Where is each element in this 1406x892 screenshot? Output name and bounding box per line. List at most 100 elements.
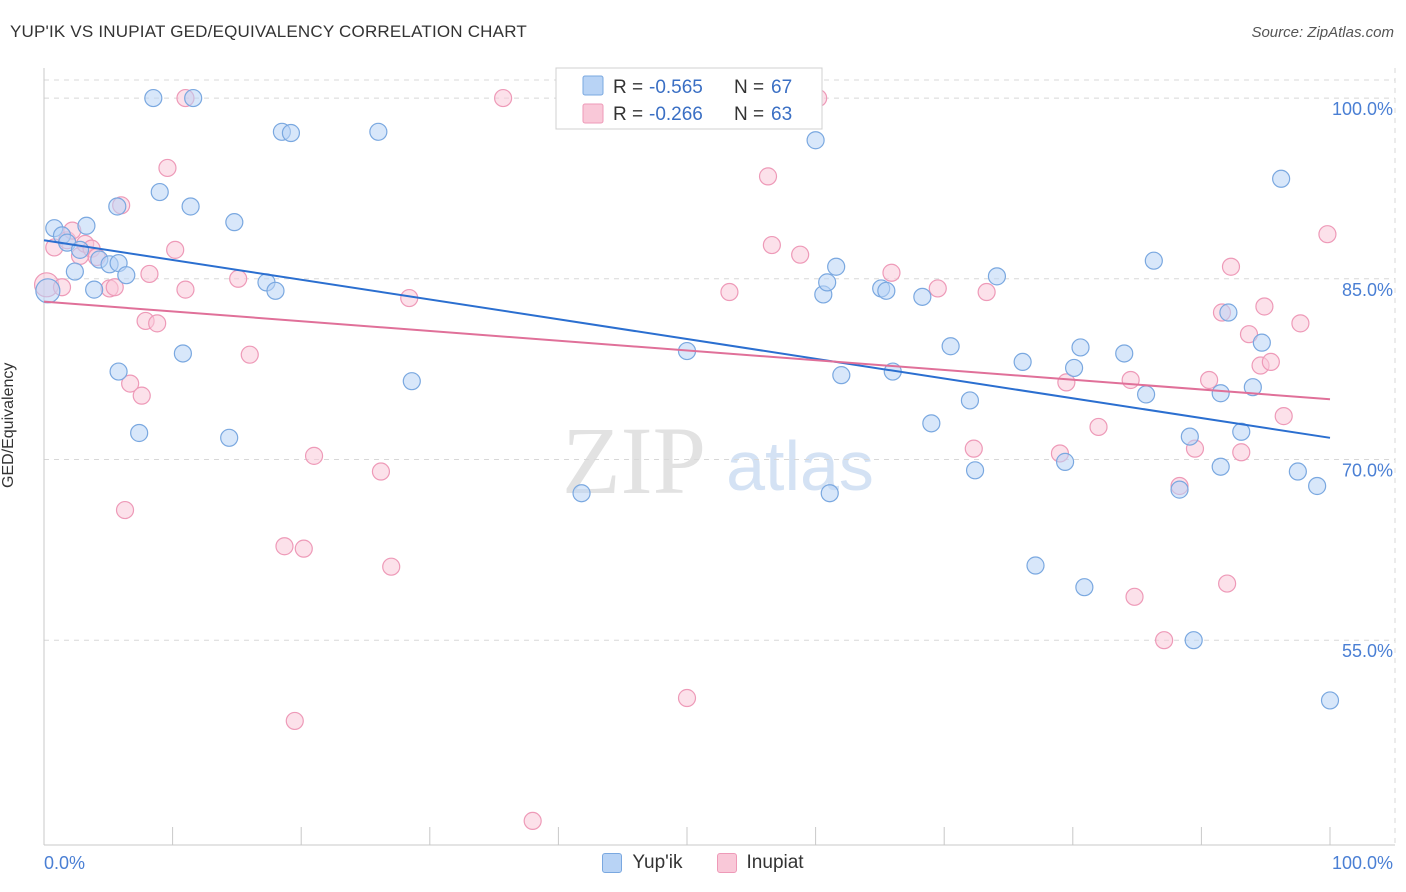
point-yupik-20 <box>225 213 244 232</box>
point-inupiat-60 <box>1291 314 1310 333</box>
point-yupik-25 <box>281 123 301 143</box>
point-yupik-16 <box>150 182 169 202</box>
point-yupik-48 <box>1064 358 1084 378</box>
point-inupiat-25 <box>285 711 304 731</box>
point-yupik-64 <box>1288 462 1307 481</box>
point-inupiat-50 <box>1200 370 1219 390</box>
legend-swatch-yupik-bottom <box>602 853 623 873</box>
legend-n-label-yupik: N = <box>734 77 764 98</box>
point-inupiat-35 <box>762 235 781 255</box>
trend-line-yupik <box>43 239 1331 439</box>
point-yupik-58 <box>1211 384 1230 403</box>
point-yupik-65 <box>1308 476 1327 496</box>
point-yupik-13 <box>117 266 136 285</box>
point-yupik-15 <box>144 88 163 108</box>
x-tick-label-0: 0.0% <box>44 853 85 873</box>
point-yupik-23 <box>266 281 285 300</box>
y-tick-label-0: 55.0% <box>1342 641 1393 661</box>
point-inupiat-32 <box>677 688 697 708</box>
point-inupiat-18 <box>158 158 177 178</box>
point-yupik-19 <box>181 197 200 216</box>
legend-label-yupik: Yup'ik <box>632 852 683 873</box>
legend-n-label-inupiat: N = <box>734 104 764 125</box>
legend-r-label-inupiat: R = <box>613 104 643 125</box>
legend-swatch-inupiat <box>582 103 604 124</box>
point-inupiat-52 <box>1218 574 1237 593</box>
chart-title: YUP'IK VS INUPIAT GED/EQUIVALENCY CORREL… <box>10 22 527 41</box>
point-inupiat-44 <box>1089 417 1108 437</box>
point-yupik-49 <box>1071 338 1090 357</box>
point-inupiat-28 <box>371 462 391 481</box>
point-yupik-54 <box>1170 480 1189 499</box>
point-yupik-44 <box>987 267 1007 286</box>
point-inupiat-62 <box>523 811 542 831</box>
point-inupiat-55 <box>1239 325 1259 344</box>
point-inupiat-31 <box>494 88 513 108</box>
point-yupik-43 <box>965 461 985 480</box>
point-inupiat-61 <box>1318 225 1337 244</box>
point-yupik-66 <box>1320 691 1340 710</box>
point-inupiat-59 <box>1274 407 1293 426</box>
point-yupik-62 <box>1252 333 1271 352</box>
point-inupiat-10 <box>105 278 124 297</box>
point-inupiat-53 <box>1221 257 1241 276</box>
point-yupik-47 <box>1055 452 1075 471</box>
point-yupik-30 <box>820 484 839 503</box>
point-inupiat-36 <box>791 245 810 264</box>
legend-label-inupiat: Inupiat <box>746 852 804 873</box>
point-yupik-17 <box>173 344 192 363</box>
point-yupik-46 <box>1026 556 1045 575</box>
point-inupiat-27 <box>304 446 324 465</box>
point-inupiat-12 <box>115 500 135 520</box>
legend-item-inupiat: Inupiat <box>716 852 804 874</box>
legend-r-label-yupik: R = <box>613 77 643 98</box>
point-inupiat-47 <box>1155 631 1174 650</box>
point-inupiat-38 <box>882 263 901 282</box>
legend-item-yupik: Yup'ik <box>602 852 683 874</box>
point-yupik-26 <box>369 122 388 141</box>
point-yupik-53 <box>1144 251 1163 270</box>
axes <box>43 68 1395 846</box>
legend-r-value-yupik: -0.565 <box>649 77 703 98</box>
point-yupik-21 <box>220 428 239 447</box>
point-inupiat-54 <box>1232 443 1251 462</box>
point-yupik-52 <box>1137 385 1156 404</box>
point-inupiat-24 <box>275 537 294 556</box>
point-inupiat-16 <box>140 264 159 284</box>
point-yupik-63 <box>1272 169 1291 188</box>
legend-n-value-yupik: 67 <box>771 77 792 98</box>
point-inupiat-34 <box>758 167 778 186</box>
tick-labels: 55.0% 70.0% 85.0% 100.0% 0.0% 100.0% <box>44 99 1393 873</box>
point-yupik-39 <box>913 287 932 306</box>
point-inupiat-58 <box>1261 352 1280 372</box>
point-yupik-10 <box>108 197 127 216</box>
point-inupiat-40 <box>964 439 983 458</box>
point-inupiat-57 <box>1255 297 1274 316</box>
point-inupiat-23 <box>240 345 259 364</box>
legend-n-value-inupiat: 63 <box>771 104 792 125</box>
point-inupiat-29 <box>382 557 401 576</box>
point-yupik-45 <box>1013 352 1032 372</box>
point-yupik-56 <box>1180 427 1199 446</box>
legend-r-value-inupiat: -0.266 <box>649 104 703 125</box>
point-inupiat-17 <box>148 314 167 333</box>
point-yupik-4 <box>65 262 84 281</box>
point-yupik-61 <box>1243 378 1262 397</box>
point-yupik-35 <box>827 257 846 276</box>
point-yupik-55 <box>1184 631 1203 650</box>
point-inupiat-13 <box>121 374 140 393</box>
point-yupik-42 <box>960 391 980 410</box>
point-inupiat-33 <box>720 282 739 302</box>
point-yupik-32 <box>806 131 825 150</box>
point-inupiat-41 <box>977 282 996 302</box>
point-yupik-51 <box>1115 344 1134 363</box>
x-tick-label-1: 100.0% <box>1332 853 1393 873</box>
point-yupik-6 <box>77 216 96 235</box>
point-yupik-28 <box>572 484 591 503</box>
point-yupik-41 <box>941 337 960 356</box>
point-yupik-14 <box>130 423 149 443</box>
point-yupik-37 <box>877 281 896 300</box>
point-yupik-59 <box>1219 303 1238 322</box>
point-yupik-18 <box>184 88 203 108</box>
